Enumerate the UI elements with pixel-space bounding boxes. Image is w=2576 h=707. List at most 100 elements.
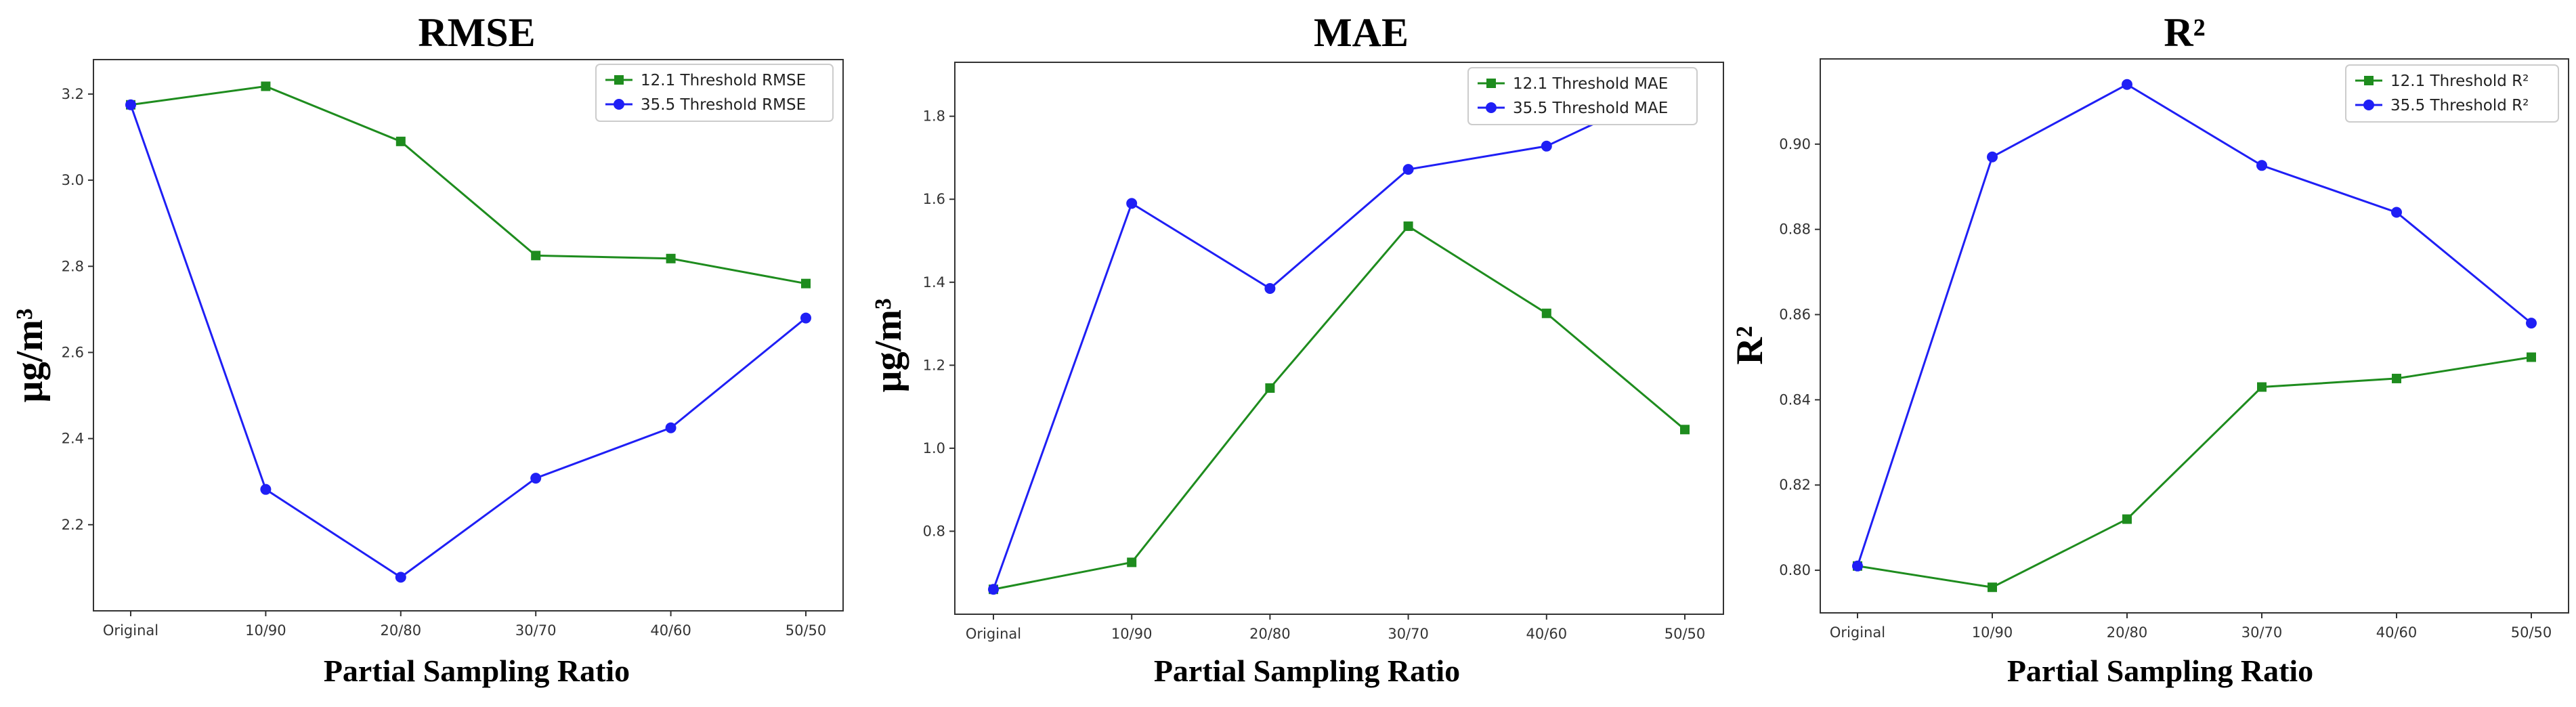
legend-frame (1467, 67, 1698, 125)
series-0-point (2392, 373, 2401, 383)
series-1-point (2122, 79, 2132, 90)
legend-marker-circle (1486, 102, 1497, 113)
y-tick-label: 3.2 (62, 86, 84, 102)
x-tick-label: 10/90 (245, 622, 286, 639)
plot-frame (93, 59, 844, 612)
series-0-point (395, 136, 406, 146)
series-line-1 (992, 80, 1686, 590)
x-tick-label: 10/90 (1972, 624, 2013, 641)
series-group (125, 81, 811, 583)
series-1-point (530, 473, 542, 484)
series-line-0 (993, 225, 1686, 591)
series-1-point (988, 584, 999, 595)
series-line-0 (130, 85, 807, 285)
x-tick-label: 10/90 (1111, 626, 1153, 642)
y-tick-label: 0.90 (1779, 136, 1811, 152)
legend: 12.1 Threshold R² 35.5 Threshold R² (2345, 64, 2559, 123)
legend-label-12-1: 12.1 Threshold R² (2390, 72, 2529, 90)
legend-label-12-1: 12.1 Threshold MAE (1513, 75, 1668, 93)
chart-title: MAE (1314, 10, 1409, 55)
legend: 12.1 Threshold MAE 35.5 Threshold MAE (1467, 67, 1698, 125)
y-axis-label: µg/m³ (9, 308, 51, 402)
legend-marker-square (614, 75, 624, 85)
series-0-point (1127, 557, 1137, 567)
series-1-point (125, 99, 136, 110)
x-tick-label: 20/80 (381, 622, 422, 639)
series-0-point (1988, 582, 1997, 593)
x-tick-label: Original (103, 622, 158, 639)
x-tick-label: 50/50 (786, 622, 827, 639)
series-1-point (395, 572, 406, 583)
x-tick-label: 20/80 (2107, 624, 2148, 641)
y-tick-label: 0.84 (1779, 391, 1811, 408)
mae-chart-panel: MAE µg/m³ Partial Sampling Ratio 0.8 1.0 1… (859, 0, 1724, 707)
x-axis-label: Partial Sampling Ratio (2007, 654, 2313, 688)
legend-frame (2345, 64, 2559, 123)
x-tick-label: 30/70 (1388, 626, 1429, 642)
mae-chart: MAE µg/m³ Partial Sampling Ratio 0.8 1.0 1… (867, 10, 1724, 688)
r2-chart-panel: R² R² Partial Sampling Ratio 0.80 0.82 0.8… (1717, 0, 2576, 707)
series-1-point (1126, 198, 1138, 209)
y-axis-label: µg/m³ (867, 298, 909, 392)
series-0-point (1541, 308, 1551, 318)
x-tick-label: 40/60 (1526, 626, 1568, 642)
series-0-point (2122, 514, 2132, 524)
y-axis-ticks: 2.2 2.4 2.6 2.8 3.0 3.2 (62, 86, 93, 533)
x-tick-label: 30/70 (2241, 624, 2283, 641)
x-axis-ticks: Original 10/90 20/80 30/70 40/60 50/50 (966, 614, 1705, 642)
series-group (1852, 79, 2537, 593)
x-tick-label: 40/60 (2376, 624, 2418, 641)
series-1-point (2256, 160, 2267, 171)
series-0-point (1680, 425, 1690, 435)
series-0-point (261, 81, 271, 91)
rmse-chart-panel: RMSE µg/m³ Partial Sampling Ratio 2.2 2.4… (0, 0, 859, 707)
y-tick-label: 0.80 (1779, 562, 1811, 578)
series-1-point (1852, 560, 1863, 572)
legend-marker-circle (2363, 100, 2374, 110)
y-tick-label: 0.8 (923, 523, 945, 539)
legend: 12.1 Threshold RMSE 35.5 Threshold RMSE (595, 64, 834, 122)
series-line-1 (1856, 83, 2532, 567)
x-tick-label: 50/50 (2511, 624, 2552, 641)
series-0-point (2527, 352, 2536, 362)
legend-label-12-1: 12.1 Threshold RMSE (641, 72, 806, 89)
y-tick-label: 2.6 (62, 344, 84, 360)
y-tick-label: 3.0 (62, 172, 84, 188)
y-tick-label: 1.4 (923, 274, 945, 291)
x-axis-ticks: Original 10/90 20/80 30/70 40/60 50/50 (103, 611, 826, 639)
series-group (988, 75, 1690, 595)
legend-marker-square (1486, 79, 1496, 88)
plot-frame (954, 62, 1724, 615)
legend-marker-circle (614, 99, 624, 110)
y-tick-label: 1.2 (923, 357, 945, 373)
x-tick-label: 20/80 (1249, 626, 1291, 642)
series-0-point (666, 253, 676, 263)
series-0-point (2257, 382, 2267, 392)
series-line-0 (1857, 356, 2532, 588)
x-tick-label: 50/50 (1665, 626, 1706, 642)
series-1-point (800, 312, 811, 324)
x-axis-label: Partial Sampling Ratio (1154, 654, 1460, 688)
plot-frame (1820, 58, 2569, 614)
series-1-point (1541, 140, 1552, 152)
y-tick-label: 0.82 (1779, 477, 1811, 493)
y-tick-label: 2.4 (62, 431, 84, 447)
y-tick-label: 1.8 (923, 108, 945, 125)
x-axis-ticks: Original 10/90 20/80 30/70 40/60 50/50 (1830, 613, 2552, 641)
x-tick-label: Original (1830, 624, 1885, 641)
y-axis-ticks: 0.8 1.0 1.2 1.4 1.6 1.8 (923, 108, 955, 539)
series-1-point (2526, 318, 2537, 329)
x-tick-label: 30/70 (515, 622, 557, 639)
series-0-point (801, 278, 811, 288)
series-1-point (260, 484, 272, 495)
chart-title: R² (2164, 10, 2205, 55)
legend-label-35-5: 35.5 Threshold R² (2390, 97, 2529, 114)
chart-title: RMSE (418, 10, 535, 55)
legend-frame (595, 64, 834, 122)
r2-chart: R² R² Partial Sampling Ratio 0.80 0.82 0.8… (1729, 10, 2569, 688)
y-axis-label: R² (1729, 326, 1771, 364)
x-tick-label: Original (966, 626, 1021, 642)
series-0-point (531, 251, 541, 261)
series-1-point (665, 422, 677, 433)
y-axis-ticks: 0.80 0.82 0.84 0.86 0.88 0.90 (1779, 136, 1820, 578)
